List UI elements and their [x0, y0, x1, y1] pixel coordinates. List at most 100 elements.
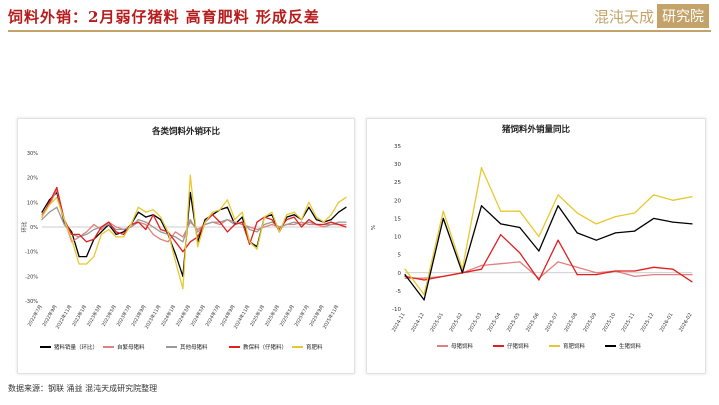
y-tick-label: 15 [394, 216, 401, 222]
data-point [519, 226, 521, 229]
data-point [219, 221, 221, 223]
legend-item-1: 自繁母猪料 [103, 343, 145, 351]
data-point [345, 206, 347, 208]
data-point [137, 206, 139, 208]
data-point [557, 205, 559, 207]
legend-item-0: 母猪饲料 [437, 342, 474, 350]
data-point [538, 235, 540, 238]
data-point [78, 256, 80, 258]
data-point [249, 241, 251, 243]
data-point [256, 228, 258, 231]
x-tick-label: 2025-07 [544, 312, 560, 333]
data-point [308, 201, 310, 203]
data-point [404, 273, 406, 276]
data-point [337, 223, 340, 226]
data-point [595, 273, 597, 276]
legend-label: 猪料销量（环比） [54, 343, 98, 351]
data-point [78, 233, 80, 235]
data-point [56, 196, 58, 198]
right-chart-panel: 猪饲料外销量同比% -10 -5 0 5 10 15 20 25 30 35 2024-11 2024-… [366, 118, 706, 374]
data-point [315, 219, 317, 221]
data-point [189, 174, 191, 176]
data-point [122, 231, 125, 233]
data-point [519, 210, 521, 212]
data-point [249, 243, 251, 245]
data-point [152, 233, 154, 235]
y-tick-label: 5 [398, 253, 402, 259]
x-tick-label: 2025-12 [640, 312, 656, 333]
x-tick-label: 2025-04 [487, 312, 503, 333]
data-point [576, 232, 578, 234]
data-point [271, 211, 273, 213]
x-tick-label: 2025-05 [506, 312, 522, 333]
x-tick-label: 2025-01 [429, 312, 445, 333]
data-point [595, 272, 597, 274]
data-point [174, 253, 177, 255]
data-point [63, 219, 65, 221]
data-point [100, 231, 102, 233]
data-point [404, 275, 406, 277]
data-point [653, 273, 655, 276]
data-point [219, 209, 221, 211]
x-tick-label: 2024-11 [391, 312, 407, 333]
data-point [614, 216, 617, 218]
data-point [308, 223, 310, 226]
y-tick-label: 35 [394, 144, 401, 150]
data-point [48, 199, 51, 201]
legend-label: 育肥料 [306, 343, 323, 351]
data-point [315, 223, 317, 226]
data-point [423, 277, 425, 279]
data-point [672, 268, 674, 270]
series-line-2 [404, 167, 693, 296]
data-point [71, 238, 73, 240]
data-point [160, 219, 162, 221]
data-point [93, 228, 95, 231]
y-tick-label: 20% [27, 176, 38, 182]
data-point [500, 234, 502, 236]
chart-title: 各类饲料外销环比 [151, 126, 221, 137]
logo-text: 混沌天成 [593, 7, 654, 26]
data-point [174, 260, 177, 263]
data-point [197, 228, 199, 231]
data-point [480, 167, 483, 169]
data-point [108, 228, 110, 231]
data-point [130, 226, 132, 228]
data-point [145, 211, 147, 213]
y-tick-label: -10 [392, 307, 401, 313]
data-point [576, 212, 578, 214]
x-tick-label: 2025-09 [582, 312, 598, 333]
data-point [115, 231, 117, 233]
data-point [41, 211, 43, 213]
chart-title: 猪饲料外销量同比 [501, 124, 571, 135]
data-point [145, 216, 147, 218]
data-point [167, 241, 169, 243]
data-point [115, 228, 117, 231]
data-point [293, 216, 295, 218]
data-point [137, 221, 139, 223]
data-point [337, 201, 340, 203]
data-point [337, 211, 340, 213]
data-point [174, 236, 177, 238]
data-point [480, 264, 483, 267]
data-point [308, 206, 310, 208]
x-tick-label: 2026-01 [659, 312, 675, 333]
data-point [100, 228, 102, 231]
data-point [78, 263, 80, 265]
data-source: 数据来源：钢联 涌益 混沌天成研究院整理 [8, 384, 158, 393]
data-point [634, 270, 636, 272]
data-point [300, 219, 303, 221]
data-point [293, 223, 295, 226]
data-point [85, 241, 88, 243]
data-point [137, 219, 139, 221]
data-point [672, 221, 674, 223]
data-point [189, 191, 191, 194]
data-point [145, 223, 147, 226]
data-point [500, 223, 502, 225]
data-point [345, 223, 347, 226]
data-point [286, 223, 288, 226]
data-point [100, 226, 102, 228]
x-tick-label: 2025-10 [602, 312, 618, 333]
x-tick-label: 2025-06 [525, 312, 541, 333]
data-point [691, 196, 693, 198]
y-tick-label: -5 [396, 289, 402, 295]
